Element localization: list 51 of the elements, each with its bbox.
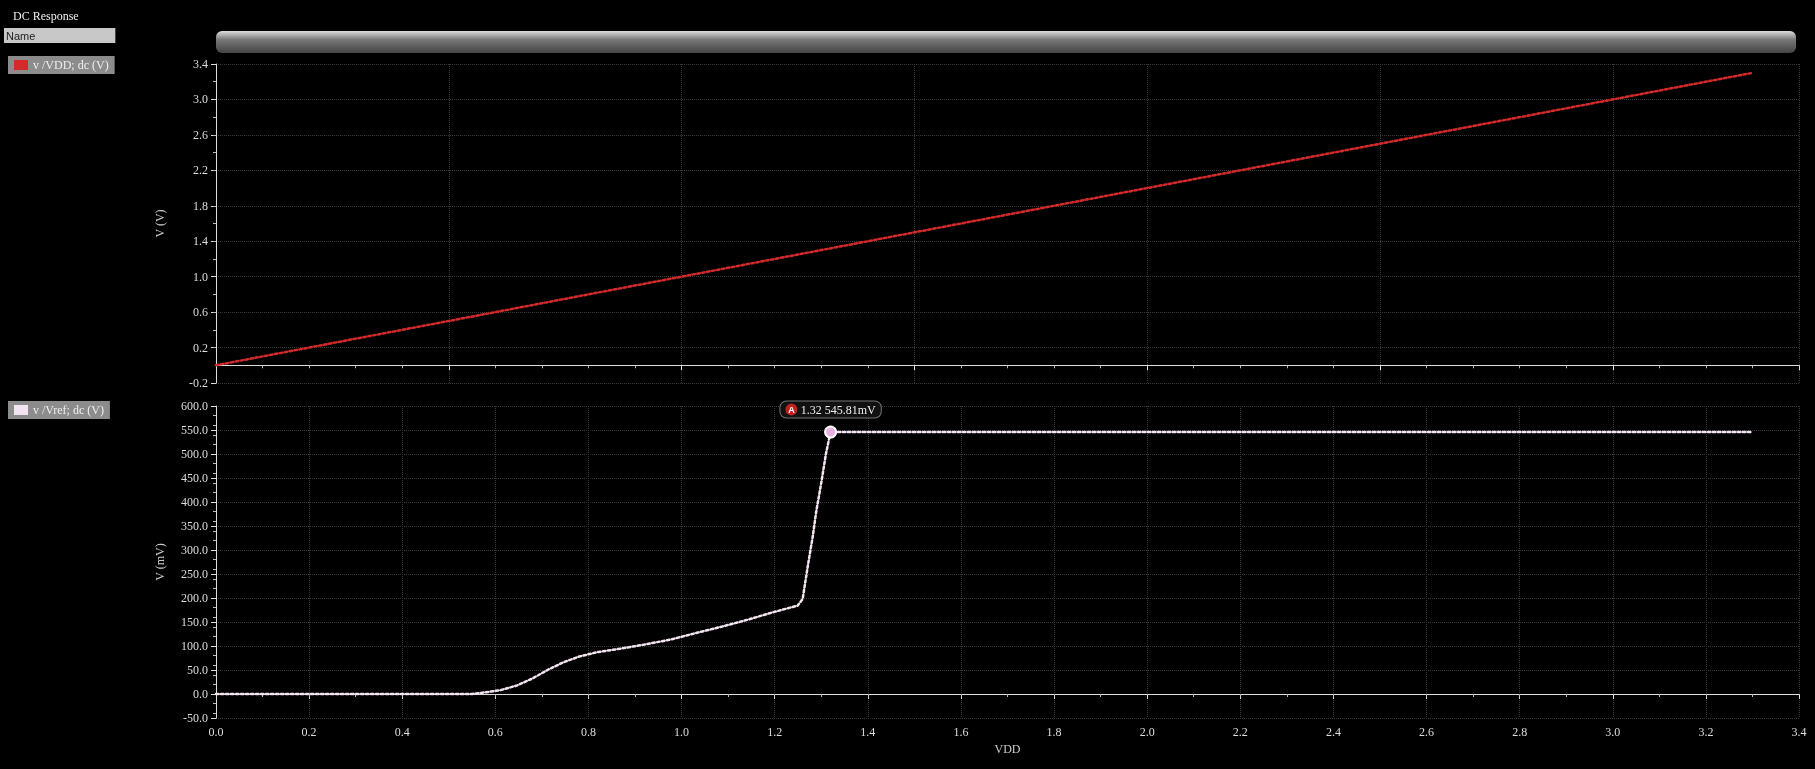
legend-label: v /Vref; dc (V) (33, 403, 104, 417)
x-tick-label: 1.2 (767, 725, 783, 739)
x-tick-label: 3.2 (1698, 725, 1714, 739)
x-tick-label: 2.6 (1419, 725, 1435, 739)
text: DC Response (13, 9, 79, 23)
y-tick-label: 500.0 (181, 447, 208, 461)
x-tick-label: 0.2 (301, 725, 317, 739)
x-axis-title: VDD (994, 741, 1021, 756)
y-axis-title: V (V) (153, 209, 167, 238)
x-tick-label: 2.4 (1325, 725, 1341, 739)
x-tick-label: 3.0 (1605, 725, 1621, 739)
x-tick-label: 1.6 (953, 725, 969, 739)
y-tick-label: -0.2 (189, 376, 208, 390)
y-tick-label: 600.0 (181, 399, 208, 413)
y-axis-title: V (mV) (153, 543, 167, 581)
x-tick-label: 1.8 (1046, 725, 1062, 739)
x-tick-label: 1.4 (860, 725, 876, 739)
y-tick-label: 100.0 (181, 639, 208, 653)
y-tick-label: 300.0 (181, 543, 208, 557)
x-tick-label: 1.0 (674, 725, 690, 739)
annotation: 1.32 545.81mV (800, 402, 877, 417)
y-tick-label: 50.0 (187, 663, 208, 677)
x-tick-label: 3.4 (1791, 725, 1807, 739)
text: Name (6, 29, 36, 42)
annotation: A (788, 404, 796, 415)
x-tick-label: 2.2 (1232, 725, 1248, 739)
y-tick-label: 1.0 (193, 269, 208, 284)
y-tick-label: 2.6 (193, 127, 208, 142)
y-tick-label: 2.2 (193, 163, 208, 178)
x-tick-label: 0.8 (580, 725, 596, 739)
y-tick-label: 0.0 (193, 687, 208, 701)
y-tick-label: 1.8 (193, 198, 208, 213)
x-tick-label: 2.0 (1139, 725, 1155, 739)
legend-label: v /VDD; dc (V) (33, 58, 109, 72)
y-tick-label: 150.0 (181, 615, 208, 629)
x-tick-label: 0.0 (208, 725, 224, 739)
y-tick-label: -50.0 (183, 711, 208, 725)
y-tick-label: 400.0 (181, 495, 208, 509)
x-tick-label: 0.6 (487, 725, 503, 739)
x-tick-label: 2.8 (1512, 725, 1528, 739)
y-tick-label: 450.0 (181, 471, 208, 485)
y-tick-label: 1.4 (193, 234, 208, 249)
x-tick-label: 0.4 (394, 725, 410, 739)
y-tick-label: 3.4 (193, 57, 208, 71)
y-tick-label: 200.0 (181, 591, 208, 605)
y-tick-label: 3.0 (193, 92, 208, 107)
y-tick-label: 250.0 (181, 567, 208, 581)
y-tick-label: 350.0 (181, 519, 208, 533)
y-tick-label: 550.0 (181, 423, 208, 437)
y-tick-label: 0.2 (193, 340, 208, 355)
y-tick-label: 0.6 (193, 305, 208, 320)
